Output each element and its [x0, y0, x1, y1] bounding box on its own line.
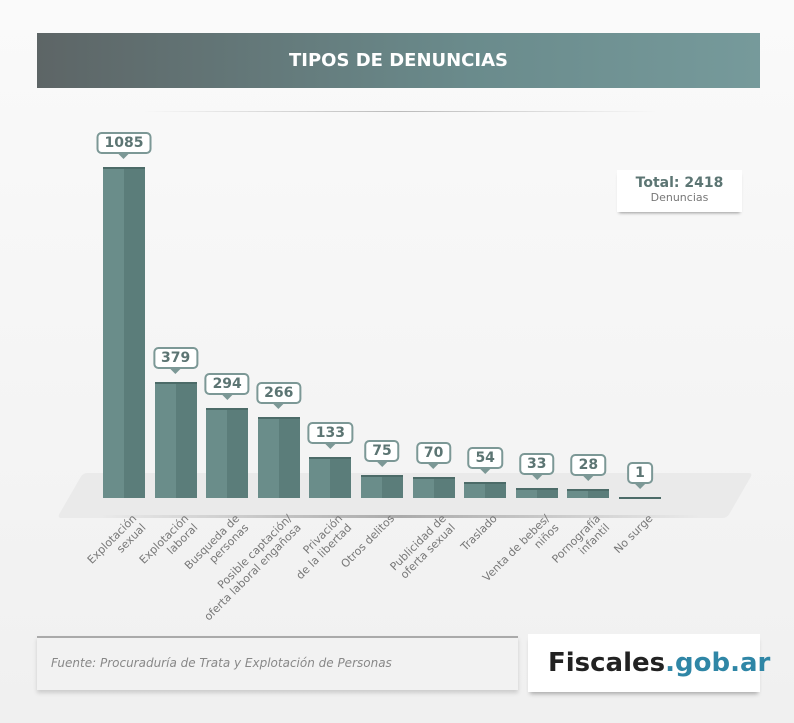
bar	[361, 475, 403, 498]
data-label: 33	[519, 452, 555, 480]
bar	[567, 489, 610, 498]
bar	[515, 487, 558, 498]
floor-shadow	[100, 515, 700, 518]
category-label: Pornografía infantil	[549, 512, 613, 566]
divider	[140, 111, 660, 112]
data-label: 75	[364, 440, 400, 468]
logo-main: Fiscales	[548, 648, 666, 678]
data-label: 266	[256, 381, 302, 409]
data-label: 294	[204, 373, 250, 401]
total-box: Total: 2418 Denuncias	[617, 170, 742, 212]
data-label: 1085	[96, 132, 152, 159]
bar	[309, 457, 352, 498]
bar	[154, 382, 197, 498]
category-label: Traslado	[458, 512, 500, 554]
logo-domain: .gob.ar	[665, 648, 771, 678]
data-label: 70	[415, 441, 452, 469]
category-label: Explotación sexual	[84, 512, 149, 567]
bar	[619, 497, 661, 499]
bar	[206, 408, 249, 498]
bar	[103, 167, 145, 498]
chart-title: TIPOS DE DENUNCIAS	[37, 33, 760, 88]
source-text: Fuente: Procuraduría de Trata y Explotac…	[51, 656, 392, 670]
total-label: Total: 2418	[635, 175, 724, 191]
bar	[257, 416, 300, 498]
logo: Fiscales .gob.ar	[528, 634, 770, 692]
total-sub: Denuncias	[650, 191, 709, 204]
data-label: 133	[307, 422, 354, 450]
source-box: Fuente: Procuraduría de Trata y Explotac…	[37, 636, 518, 690]
data-label: 1	[627, 462, 653, 489]
bar	[412, 476, 455, 498]
data-label: 28	[570, 454, 607, 482]
bar	[464, 481, 507, 498]
category-label: No surge	[611, 512, 656, 557]
category-label: Publicidad de oferta sexual	[387, 512, 458, 582]
data-label: 379	[152, 347, 199, 375]
data-label: 54	[467, 446, 503, 474]
